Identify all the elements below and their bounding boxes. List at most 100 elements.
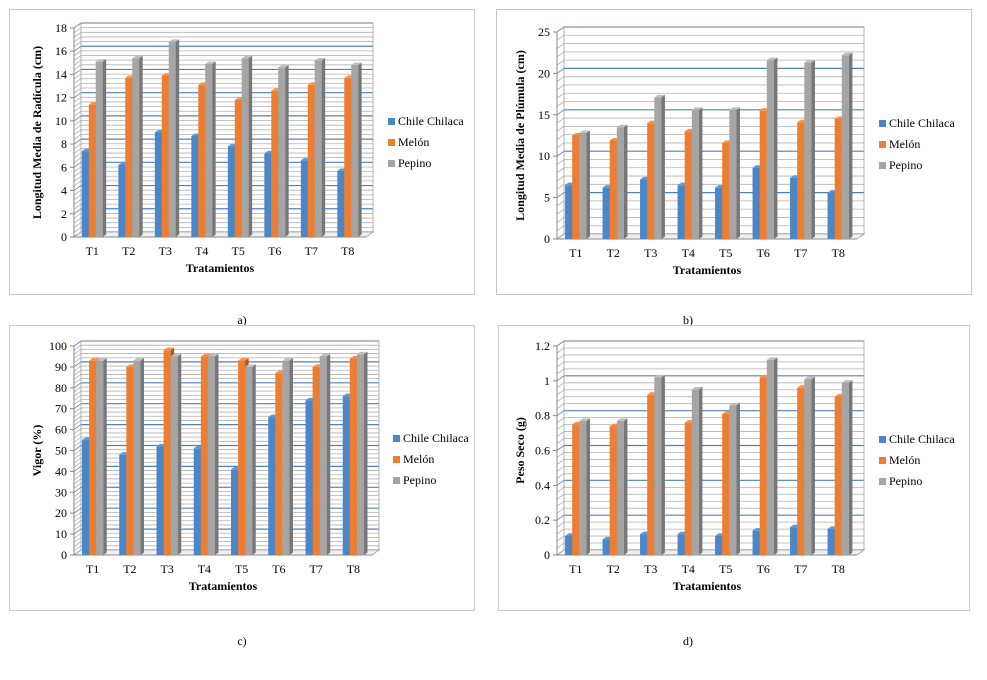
side-gridline [73, 466, 82, 472]
side-gridline [73, 486, 82, 493]
bar-top [804, 60, 815, 63]
bar-top [356, 351, 368, 355]
bar [170, 353, 182, 555]
bar-front [790, 527, 798, 555]
y-tick-label: 0 [544, 232, 550, 246]
bar-side [773, 57, 778, 239]
x-tick-label: T5 [719, 246, 732, 260]
bar [766, 357, 778, 555]
side-gridline [73, 390, 82, 397]
bar-top [654, 374, 665, 378]
side-gridline [556, 542, 565, 549]
bar-front [684, 422, 692, 555]
grid-lines [555, 340, 866, 556]
y-tick-label: 0.6 [535, 444, 550, 458]
bar-front [337, 170, 345, 237]
bar-front [344, 77, 352, 237]
side-gridline [556, 535, 565, 542]
bar-side [698, 107, 703, 239]
y-tick-label: 0.4 [535, 478, 550, 492]
side-gridline [556, 159, 565, 165]
bar-side [623, 418, 628, 555]
bar-front [307, 84, 315, 238]
legend-label: Pepino [398, 156, 431, 170]
side-gridline [73, 36, 82, 43]
bar-front [314, 60, 322, 238]
bar-front [827, 192, 835, 239]
chart-panel-c: 0 10 20 30 40 50 60 70 80 90 100 T1 T2 T3 T4 T5 T6 T7 T8 Tr… [9, 325, 475, 611]
bar-front [684, 131, 692, 239]
bar [282, 358, 293, 555]
chart-panel-b: 0 5 10 15 20 25 T1 T2 T3 T4 T5 T6 T7 T8 Tratamientos Lo… [496, 9, 972, 295]
bar-side [326, 353, 331, 555]
side-gridline [556, 361, 565, 368]
y-tick-label: 18 [55, 21, 67, 35]
side-gridline [73, 171, 82, 177]
side-gridline [73, 378, 82, 384]
legend-swatch [879, 436, 886, 443]
bar-front [191, 135, 199, 237]
side-gridline [556, 34, 565, 41]
legend-label: Pepino [403, 473, 436, 487]
x-tick-label: T2 [122, 244, 135, 258]
side-gridline [73, 227, 82, 233]
bar-front [841, 382, 849, 555]
y-tick-label: 1 [544, 374, 550, 388]
bar-front [715, 535, 723, 555]
side-gridline [556, 68, 565, 74]
side-gridline [73, 27, 82, 33]
side-gridline [73, 50, 82, 57]
y-tick-label: 1.2 [535, 339, 550, 353]
bar-front [841, 55, 849, 240]
side-gridline [73, 180, 82, 187]
side-gridline [73, 143, 82, 150]
bar-front [572, 135, 580, 239]
side-gridline [73, 399, 82, 405]
side-gridline [556, 117, 565, 124]
bar [729, 402, 740, 555]
bar-front [231, 469, 239, 555]
side-gridline [556, 452, 565, 458]
y-axis: 0 10 20 30 40 50 60 70 80 90 100 [49, 339, 75, 562]
y-tick-label: 0.2 [535, 513, 550, 527]
y-tick-label: 5 [544, 191, 550, 205]
x-tick-label: T8 [347, 562, 360, 576]
bar [766, 57, 778, 239]
bar-side [698, 387, 703, 555]
side-gridline [556, 208, 565, 215]
bar-front [161, 75, 169, 237]
side-gridline [73, 101, 82, 108]
legend-label: Melón [403, 452, 434, 466]
bar-front [351, 65, 359, 238]
bar-top [841, 380, 853, 383]
legend-swatch [388, 118, 395, 125]
side-gridline [73, 545, 82, 552]
bar-front [640, 179, 648, 239]
side-gridline [73, 365, 82, 372]
side-gridline [556, 493, 565, 500]
side-gridline [73, 189, 82, 196]
y-tick-label: 100 [49, 339, 67, 353]
side-gridline [73, 474, 82, 481]
bars [82, 347, 368, 555]
side-gridline [73, 424, 82, 430]
bar-front [616, 420, 624, 555]
chart-a-svg: 0 2 4 6 8 10 12 14 16 18 T1 T2 T3 T4 T5 T6 T7 T8 Tratamien… [30, 21, 464, 275]
side-gridline [73, 213, 82, 219]
bar-front [305, 400, 313, 555]
legend-swatch [879, 141, 886, 148]
side-gridline [556, 26, 565, 33]
side-gridline [73, 166, 82, 173]
bar [95, 59, 107, 237]
legend-swatch [393, 456, 400, 463]
side-gridline [73, 499, 82, 506]
side-gridline [73, 152, 82, 159]
y-tick-label: 30 [55, 485, 67, 499]
side-gridline [73, 516, 82, 522]
bar [841, 380, 853, 555]
bar-front [319, 356, 327, 555]
x-tick-label: T4 [682, 562, 695, 576]
bar-side [811, 376, 815, 555]
chart-c-svg: 0 10 20 30 40 50 60 70 80 90 100 T1 T2 T3 T4 T5 T6 T7 T8 Tr… [30, 339, 469, 593]
bar-top [319, 353, 331, 357]
